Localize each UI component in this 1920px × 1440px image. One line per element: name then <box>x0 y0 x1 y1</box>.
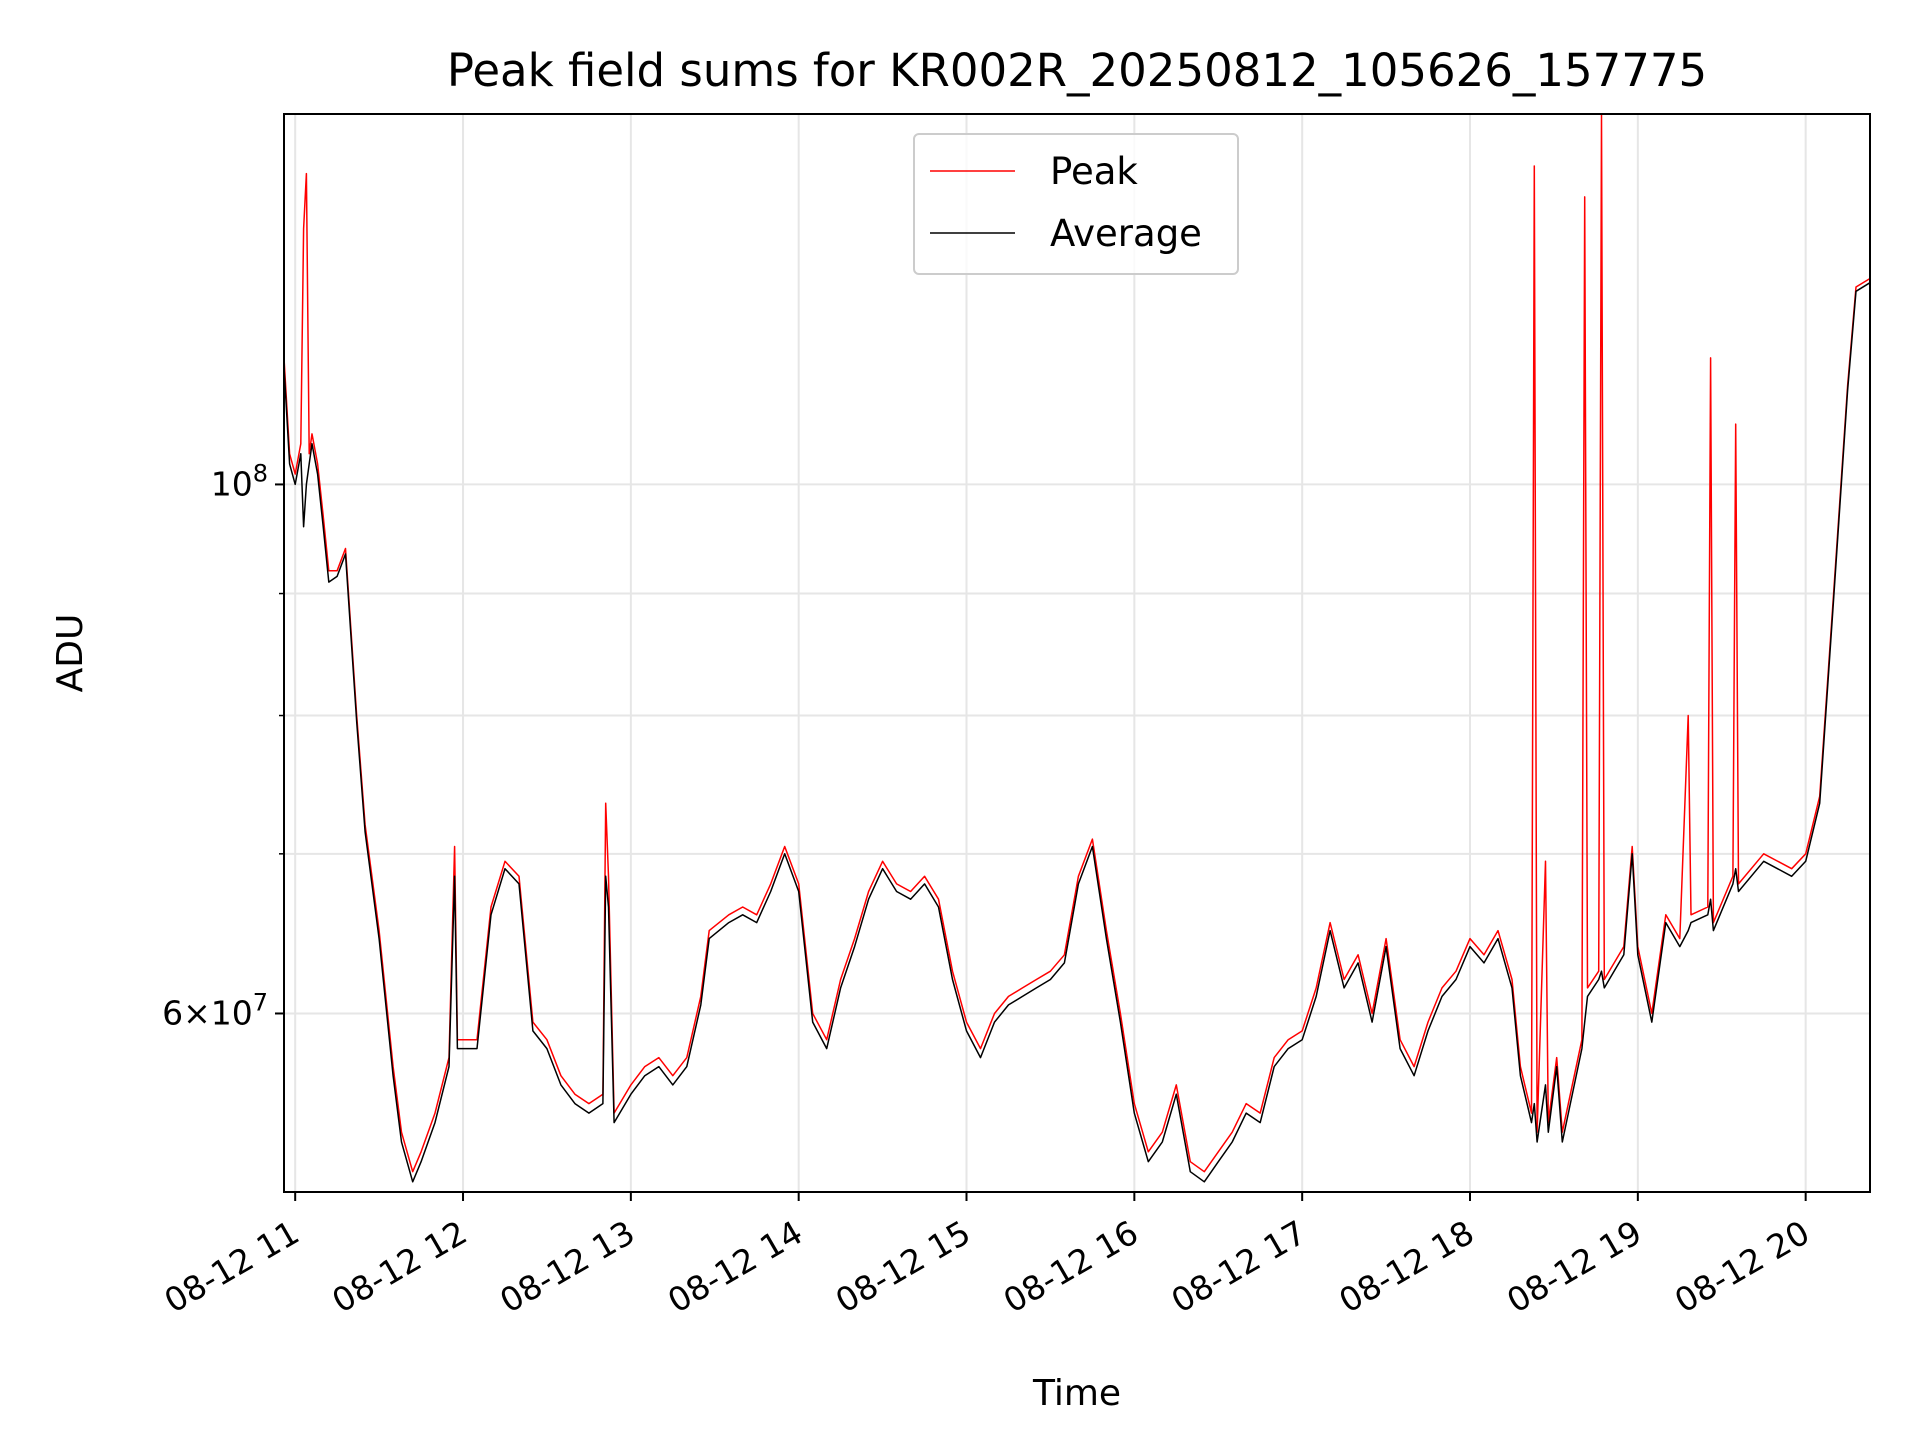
y-tick-label: 108 <box>211 459 268 503</box>
y-axis-title: ADU <box>50 614 91 693</box>
legend-box <box>913 133 1239 275</box>
series-line-average <box>283 282 1871 1183</box>
plot-frame <box>283 113 1871 1193</box>
series-layer <box>283 113 1871 1183</box>
y-tick-label: 6×107 <box>162 988 268 1032</box>
legend: Peak Average <box>913 133 1239 275</box>
legend-label-average: Average <box>1050 212 1202 255</box>
chart-title: Peak field sums for KR002R_20250812_1056… <box>447 44 1707 97</box>
grid <box>284 114 1870 1192</box>
x-axis-title: Time <box>1032 1373 1121 1414</box>
legend-label-peak: Peak <box>1050 150 1138 193</box>
